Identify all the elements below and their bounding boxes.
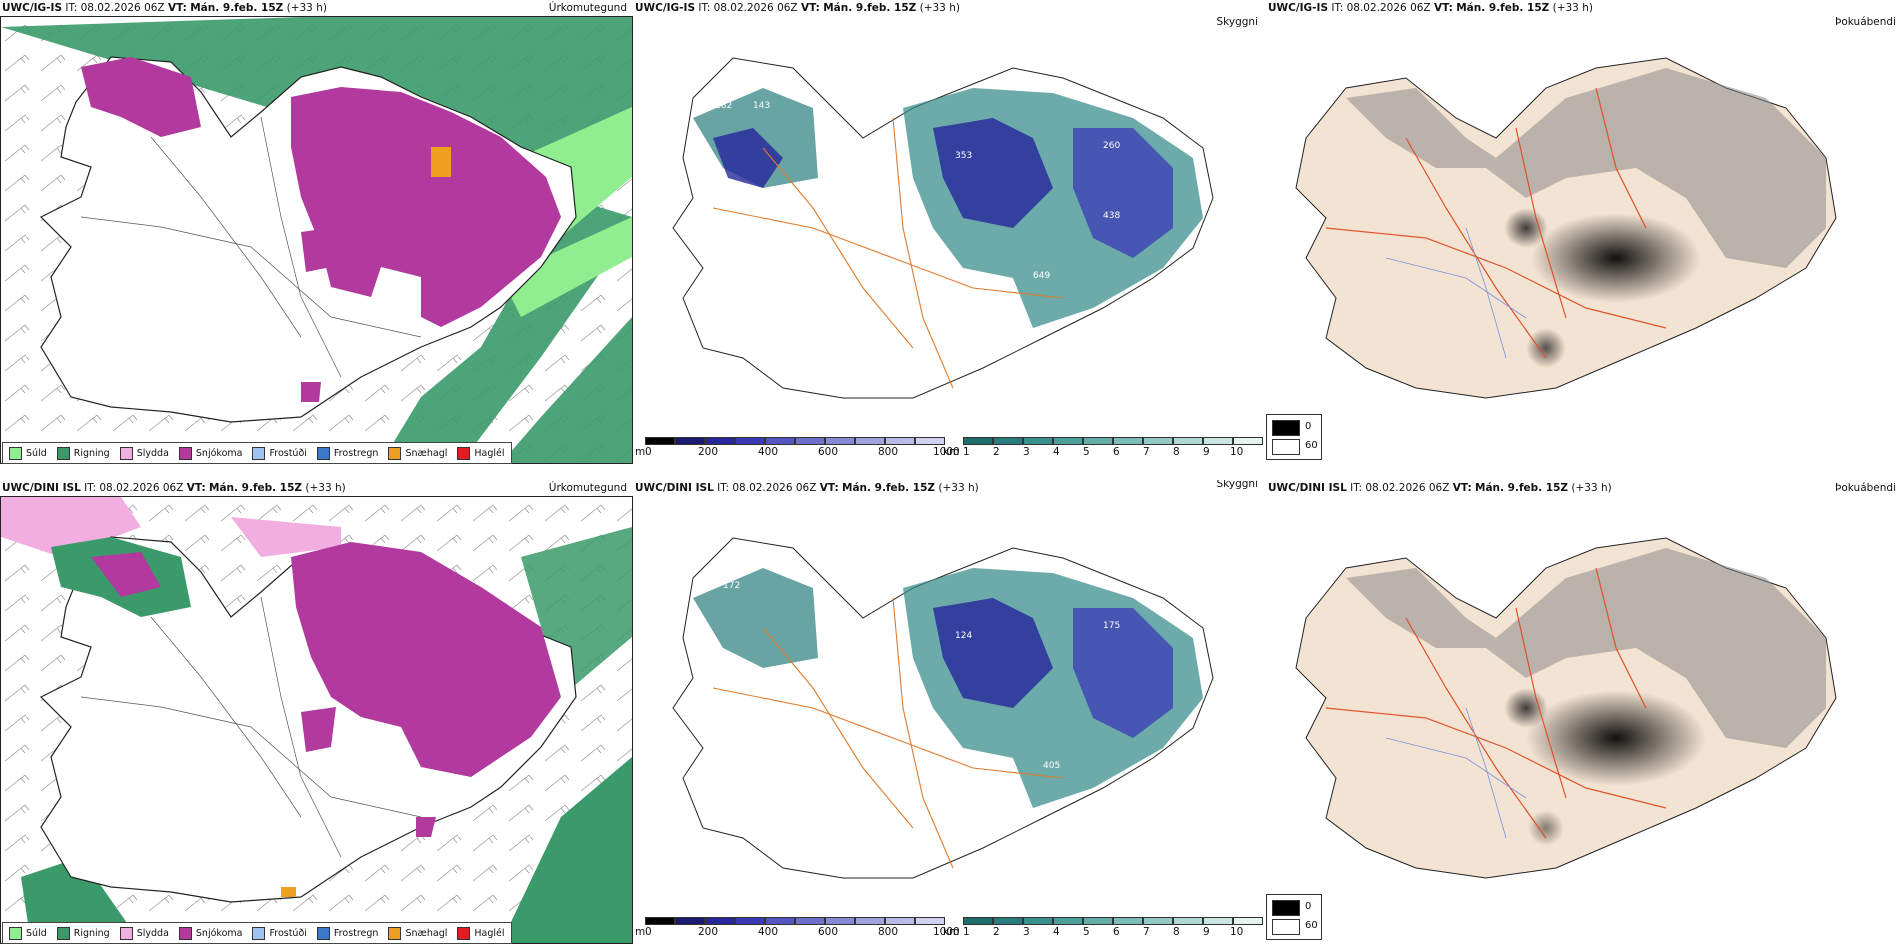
panel-title: UWC/IG-IS IT: 08.02.2026 06Z VT: Mán. 9.… <box>635 2 960 14</box>
ceiling-value: 175 <box>1103 621 1120 631</box>
ceiling-ticks: m 0 200 400 600 800 1000 <box>635 446 960 458</box>
visibility-colorbar <box>963 437 1263 445</box>
road-network <box>712 597 1064 869</box>
ice-pellet-area <box>281 887 296 897</box>
precip-map <box>1 497 632 943</box>
legend-item: Frostregn <box>316 446 378 460</box>
legend-item: Snæhagl <box>388 446 447 460</box>
legend-item: Frostregn <box>316 926 378 940</box>
ice-pellet-area <box>431 147 451 177</box>
low-ceiling-area <box>933 598 1053 708</box>
fog-panel-bottom: UWC/DINI ISL IT: 08.02.2026 06Z VT: Mán.… <box>1266 480 1900 948</box>
rain-area <box>21 857 141 943</box>
map-frame <box>0 16 633 464</box>
legend-item: Haglél <box>457 446 505 460</box>
cloud-map: 172 124 175 405 <box>672 537 1214 879</box>
snow-area <box>291 542 561 777</box>
panel-type-label: Þokuábendi <box>1835 16 1896 28</box>
legend-item: Frostúði <box>252 926 307 940</box>
road-network <box>1325 567 1667 839</box>
precip-legend: Súld Rigning Slydda Snjókoma Frostúði Fr… <box>2 922 512 944</box>
snow-area <box>301 707 336 752</box>
sleet-area <box>231 517 341 557</box>
snow-area <box>291 87 561 327</box>
ceiling-value: 438 <box>1103 211 1120 221</box>
unit-label: m <box>635 926 646 938</box>
legend-item: Súld <box>9 446 47 460</box>
snow-area <box>301 382 321 402</box>
ceiling-ticks: m 0 200 400 600 800 1000 <box>635 926 960 938</box>
snow-area <box>91 552 161 597</box>
fog-legend: 0 60 <box>1266 414 1322 460</box>
drizzle-area <box>501 217 632 317</box>
low-ceiling-area <box>1073 128 1173 258</box>
visibility-ticks: km 1 2 3 4 5 6 7 8 9 10 <box>943 926 1244 938</box>
panel-title: UWC/IG-IS IT: 08.02.2026 06Z VT: Mán. 9.… <box>2 2 327 14</box>
visibility-colorbar <box>963 917 1263 925</box>
low-ceiling-area <box>1073 608 1173 738</box>
panel-type-label: Þokuábendi <box>1835 482 1896 494</box>
legend-item: Rigning <box>56 926 110 940</box>
low-ceiling-area <box>933 118 1053 228</box>
fog-core <box>1531 213 1701 303</box>
ceiling-value: 353 <box>955 151 972 161</box>
ceiling-colorbar <box>645 437 945 445</box>
precip-map <box>1 17 632 463</box>
fog-map <box>1295 57 1837 399</box>
panel-title: UWC/DINI ISL IT: 08.02.2026 06Z VT: Mán.… <box>1268 482 1612 494</box>
river-network <box>1385 707 1527 839</box>
panel-title: UWC/IG-IS IT: 08.02.2026 06Z VT: Mán. 9.… <box>1268 2 1593 14</box>
legend-item: Haglél <box>457 926 505 940</box>
unit-label: km <box>943 446 960 458</box>
river-network <box>1385 227 1527 359</box>
ceiling-value: 649 <box>1033 271 1050 281</box>
cloud-panel-top: UWC/IG-IS IT: 08.02.2026 06Z VT: Mán. 9.… <box>633 0 1266 468</box>
legend-item: Slydda <box>119 926 169 940</box>
cloud-panel-bottom: UWC/DINI ISL IT: 08.02.2026 06Z VT: Mán.… <box>633 480 1266 948</box>
panel-type-label: Skyggni <box>1216 480 1259 490</box>
panel-title: UWC/DINI ISL IT: 08.02.2026 06Z VT: Mán.… <box>635 482 979 494</box>
fog-shading <box>1346 68 1826 268</box>
road-network <box>1325 87 1667 359</box>
fog-shading <box>1346 548 1826 748</box>
snow-area <box>81 57 201 137</box>
fog-map <box>1295 537 1837 879</box>
visibility-ticks: km 1 2 3 4 5 6 7 8 9 10 <box>943 446 1244 458</box>
legend-item: Snjókoma <box>178 446 242 460</box>
unit-label: m <box>635 446 646 458</box>
ceiling-value: 143 <box>753 101 770 111</box>
road-network <box>712 117 1064 389</box>
panel-title: UWC/DINI ISL IT: 08.02.2026 06Z VT: Mán.… <box>2 482 346 494</box>
legend-item: Rigning <box>56 446 110 460</box>
rain-area <box>501 757 632 943</box>
fog-panel-top: UWC/IG-IS IT: 08.02.2026 06Z VT: Mán. 9.… <box>1266 0 1900 468</box>
legend-item: Súld <box>9 926 47 940</box>
ceiling-value: 172 <box>723 581 740 591</box>
legend-item: Snæhagl <box>388 926 447 940</box>
precip-panel-bottom: UWC/DINI ISL IT: 08.02.2026 06Z VT: Mán.… <box>0 480 633 948</box>
legend-item: Frostúði <box>252 446 307 460</box>
precip-legend: Súld Rigning Slydda Snjókoma Frostúði Fr… <box>2 442 512 464</box>
panel-type-label: Úrkomutegund <box>548 482 627 494</box>
fog-legend: 0 60 <box>1266 894 1322 940</box>
unit-label: km <box>943 926 960 938</box>
legend-item: Snjókoma <box>178 926 242 940</box>
ceiling-value: 182 <box>715 101 732 111</box>
ceiling-value: 133 <box>833 331 850 341</box>
ceiling-value: 405 <box>1043 761 1060 771</box>
ceiling-colorbar <box>645 917 945 925</box>
map-frame <box>0 496 633 944</box>
legend-item: Slydda <box>119 446 169 460</box>
ceiling-value: 124 <box>955 631 972 641</box>
precip-panel-top: UWC/IG-IS IT: 08.02.2026 06Z VT: Mán. 9.… <box>0 0 633 468</box>
panel-type-label: Skyggni <box>1216 16 1259 28</box>
fog-core <box>1526 690 1706 786</box>
snow-area <box>301 227 336 272</box>
cloud-map: 182 143 353 260 438 649 133 <box>672 57 1214 399</box>
panel-type-label: Úrkomutegund <box>548 2 627 14</box>
rain-area <box>521 527 632 697</box>
ceiling-value: 260 <box>1103 141 1120 151</box>
sleet-area <box>1 497 141 557</box>
